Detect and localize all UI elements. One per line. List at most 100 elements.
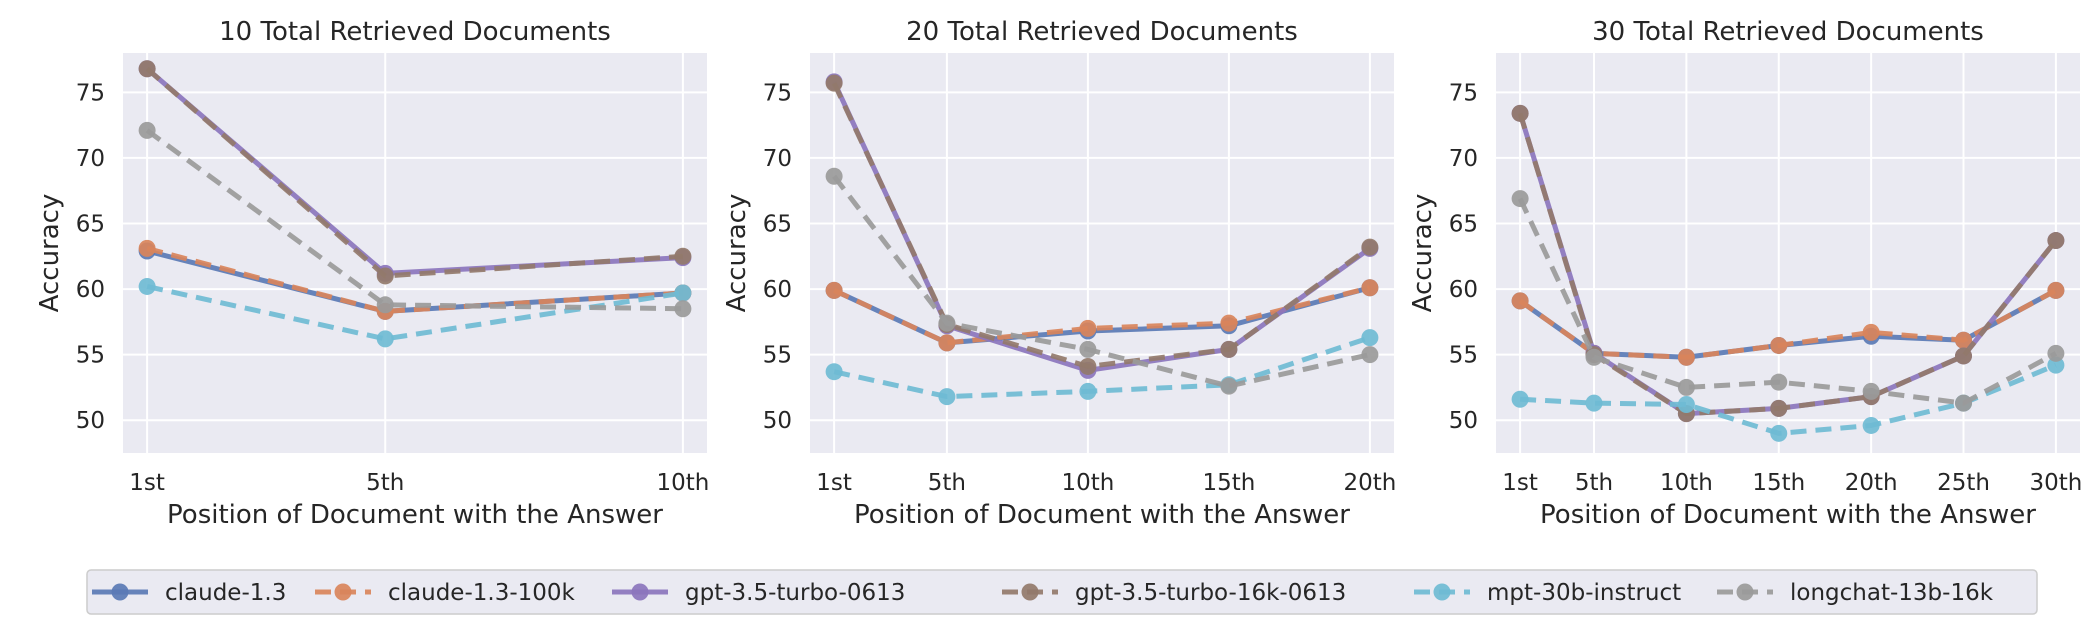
data-point [1585,348,1603,366]
panel-title: 30 Total Retrieved Documents [1592,17,1984,47]
y-tick-label: 55 [763,343,792,369]
legend-marker [111,583,129,601]
legend-marker [1736,583,1754,601]
legend-marker [1021,583,1039,601]
legend-label: claude-1.3-100k [388,580,576,606]
data-point [1361,279,1379,297]
data-point [138,60,156,78]
data-point [938,314,956,332]
data-point [1770,399,1788,417]
x-tick-label: 20th [1343,470,1396,496]
plot-background [123,53,707,453]
data-point [1220,340,1238,358]
y-tick-label: 60 [76,277,105,303]
legend-label: gpt-3.5-turbo-0613 [685,580,905,606]
data-point [1955,347,1973,365]
panels: 50 55 60 65 70 75 1st 5th 10th 10 Total Retrieved… [35,17,2082,530]
x-axis-label: Position of Document with the Answer [854,500,1350,530]
legend-label: longchat-13b-16k [1790,580,1994,606]
y-axis-label: Accuracy [1408,194,1438,313]
y-tick-label: 75 [763,80,792,106]
data-point [376,330,394,348]
data-point [825,281,843,299]
y-tick-label: 50 [1449,408,1478,434]
x-tick-label: 15th [1202,470,1255,496]
data-point [1862,416,1880,434]
data-point [138,239,156,257]
data-point [2047,281,2065,299]
x-tick-label: 1st [816,470,852,496]
y-tick-label: 65 [76,211,105,237]
legend-entry-claude-1.3-100k: claude-1.3-100k [315,580,576,606]
legend-marker [1433,583,1451,601]
series-longchat-13b-16k [825,167,1379,395]
x-tick-label: 5th [928,470,966,496]
data-point [674,247,692,265]
panel-title: 20 Total Retrieved Documents [906,17,1298,47]
y-tick-label: 65 [1449,211,1478,237]
y-axis-label: Accuracy [722,194,752,313]
y-tick-label: 65 [763,211,792,237]
legend-entry-longchat-13b-16k: longchat-13b-16k [1717,580,1994,606]
series-longchat-13b-16k [1511,190,2065,412]
data-point [138,121,156,139]
data-point [1511,292,1529,310]
data-point [1079,340,1097,358]
panel-3: 50 55 60 65 70 75 1st 5th 10th 15th 20th 25th 30th 30… [1408,17,2082,530]
legend-entry-gpt-3.5-turbo-16k-0613: gpt-3.5-turbo-16k-0613 [1002,580,1346,606]
legend-label: mpt-30b-instruct [1487,580,1681,606]
y-tick-label: 55 [76,343,105,369]
x-tick-label: 10th [1061,470,1114,496]
series-line [146,245,684,314]
x-tick-label: 10th [1660,470,1713,496]
data-point [1511,104,1529,122]
data-point [1770,424,1788,442]
data-point [1677,378,1695,396]
series-claude-1.3-100k [825,279,1379,352]
data-point [1955,394,1973,412]
y-tick-label: 55 [1449,343,1478,369]
data-point [1585,394,1603,412]
x-tick-label: 10th [656,470,709,496]
panel-1: 50 55 60 65 70 75 1st 5th 10th 10 Total Retrieved… [35,17,709,530]
data-point [1079,382,1097,400]
data-point [1511,190,1529,208]
data-point [1361,346,1379,364]
series-mpt-30b-instruct [138,277,692,348]
legend-entry-mpt-30b-instruct: mpt-30b-instruct [1414,580,1681,606]
y-axis-label: Accuracy [35,194,65,313]
data-point [1511,390,1529,408]
data-point [1770,373,1788,391]
panel-2: 50 55 60 65 70 75 1st 5th 10th 15th 20th 20 Total R… [722,17,1396,530]
data-point [825,74,843,92]
data-point [825,363,843,381]
legend-frame [86,569,2038,615]
x-tick-label: 1st [1502,470,1538,496]
data-point [1079,319,1097,337]
data-point [376,267,394,285]
x-axis-label: Position of Document with the Answer [167,500,663,530]
data-point [2047,232,2065,250]
series-mpt-30b-instruct [825,329,1379,406]
data-point [2047,344,2065,362]
legend-entry-claude-1.3: claude-1.3 [92,580,286,606]
data-point [674,300,692,318]
legend-marker [631,583,649,601]
data-point [1361,238,1379,256]
legend: claude-1.3 claude-1.3-100k gpt-3.5-turbo-0… [86,569,2038,615]
x-tick-label: 20th [1845,470,1898,496]
y-tick-label: 75 [1449,80,1478,106]
data-point [1677,395,1695,413]
series-gpt-3.5-turbo-16k-0613 [138,60,692,285]
data-point [1770,336,1788,354]
legend-marker [334,583,352,601]
series-line [146,284,684,342]
data-point [1677,348,1695,366]
series-line [833,285,1371,346]
data-point [138,277,156,295]
x-tick-label: 5th [366,470,404,496]
data-point [938,388,956,406]
y-tick-label: 70 [1449,146,1478,172]
x-tick-label: 1st [129,470,165,496]
